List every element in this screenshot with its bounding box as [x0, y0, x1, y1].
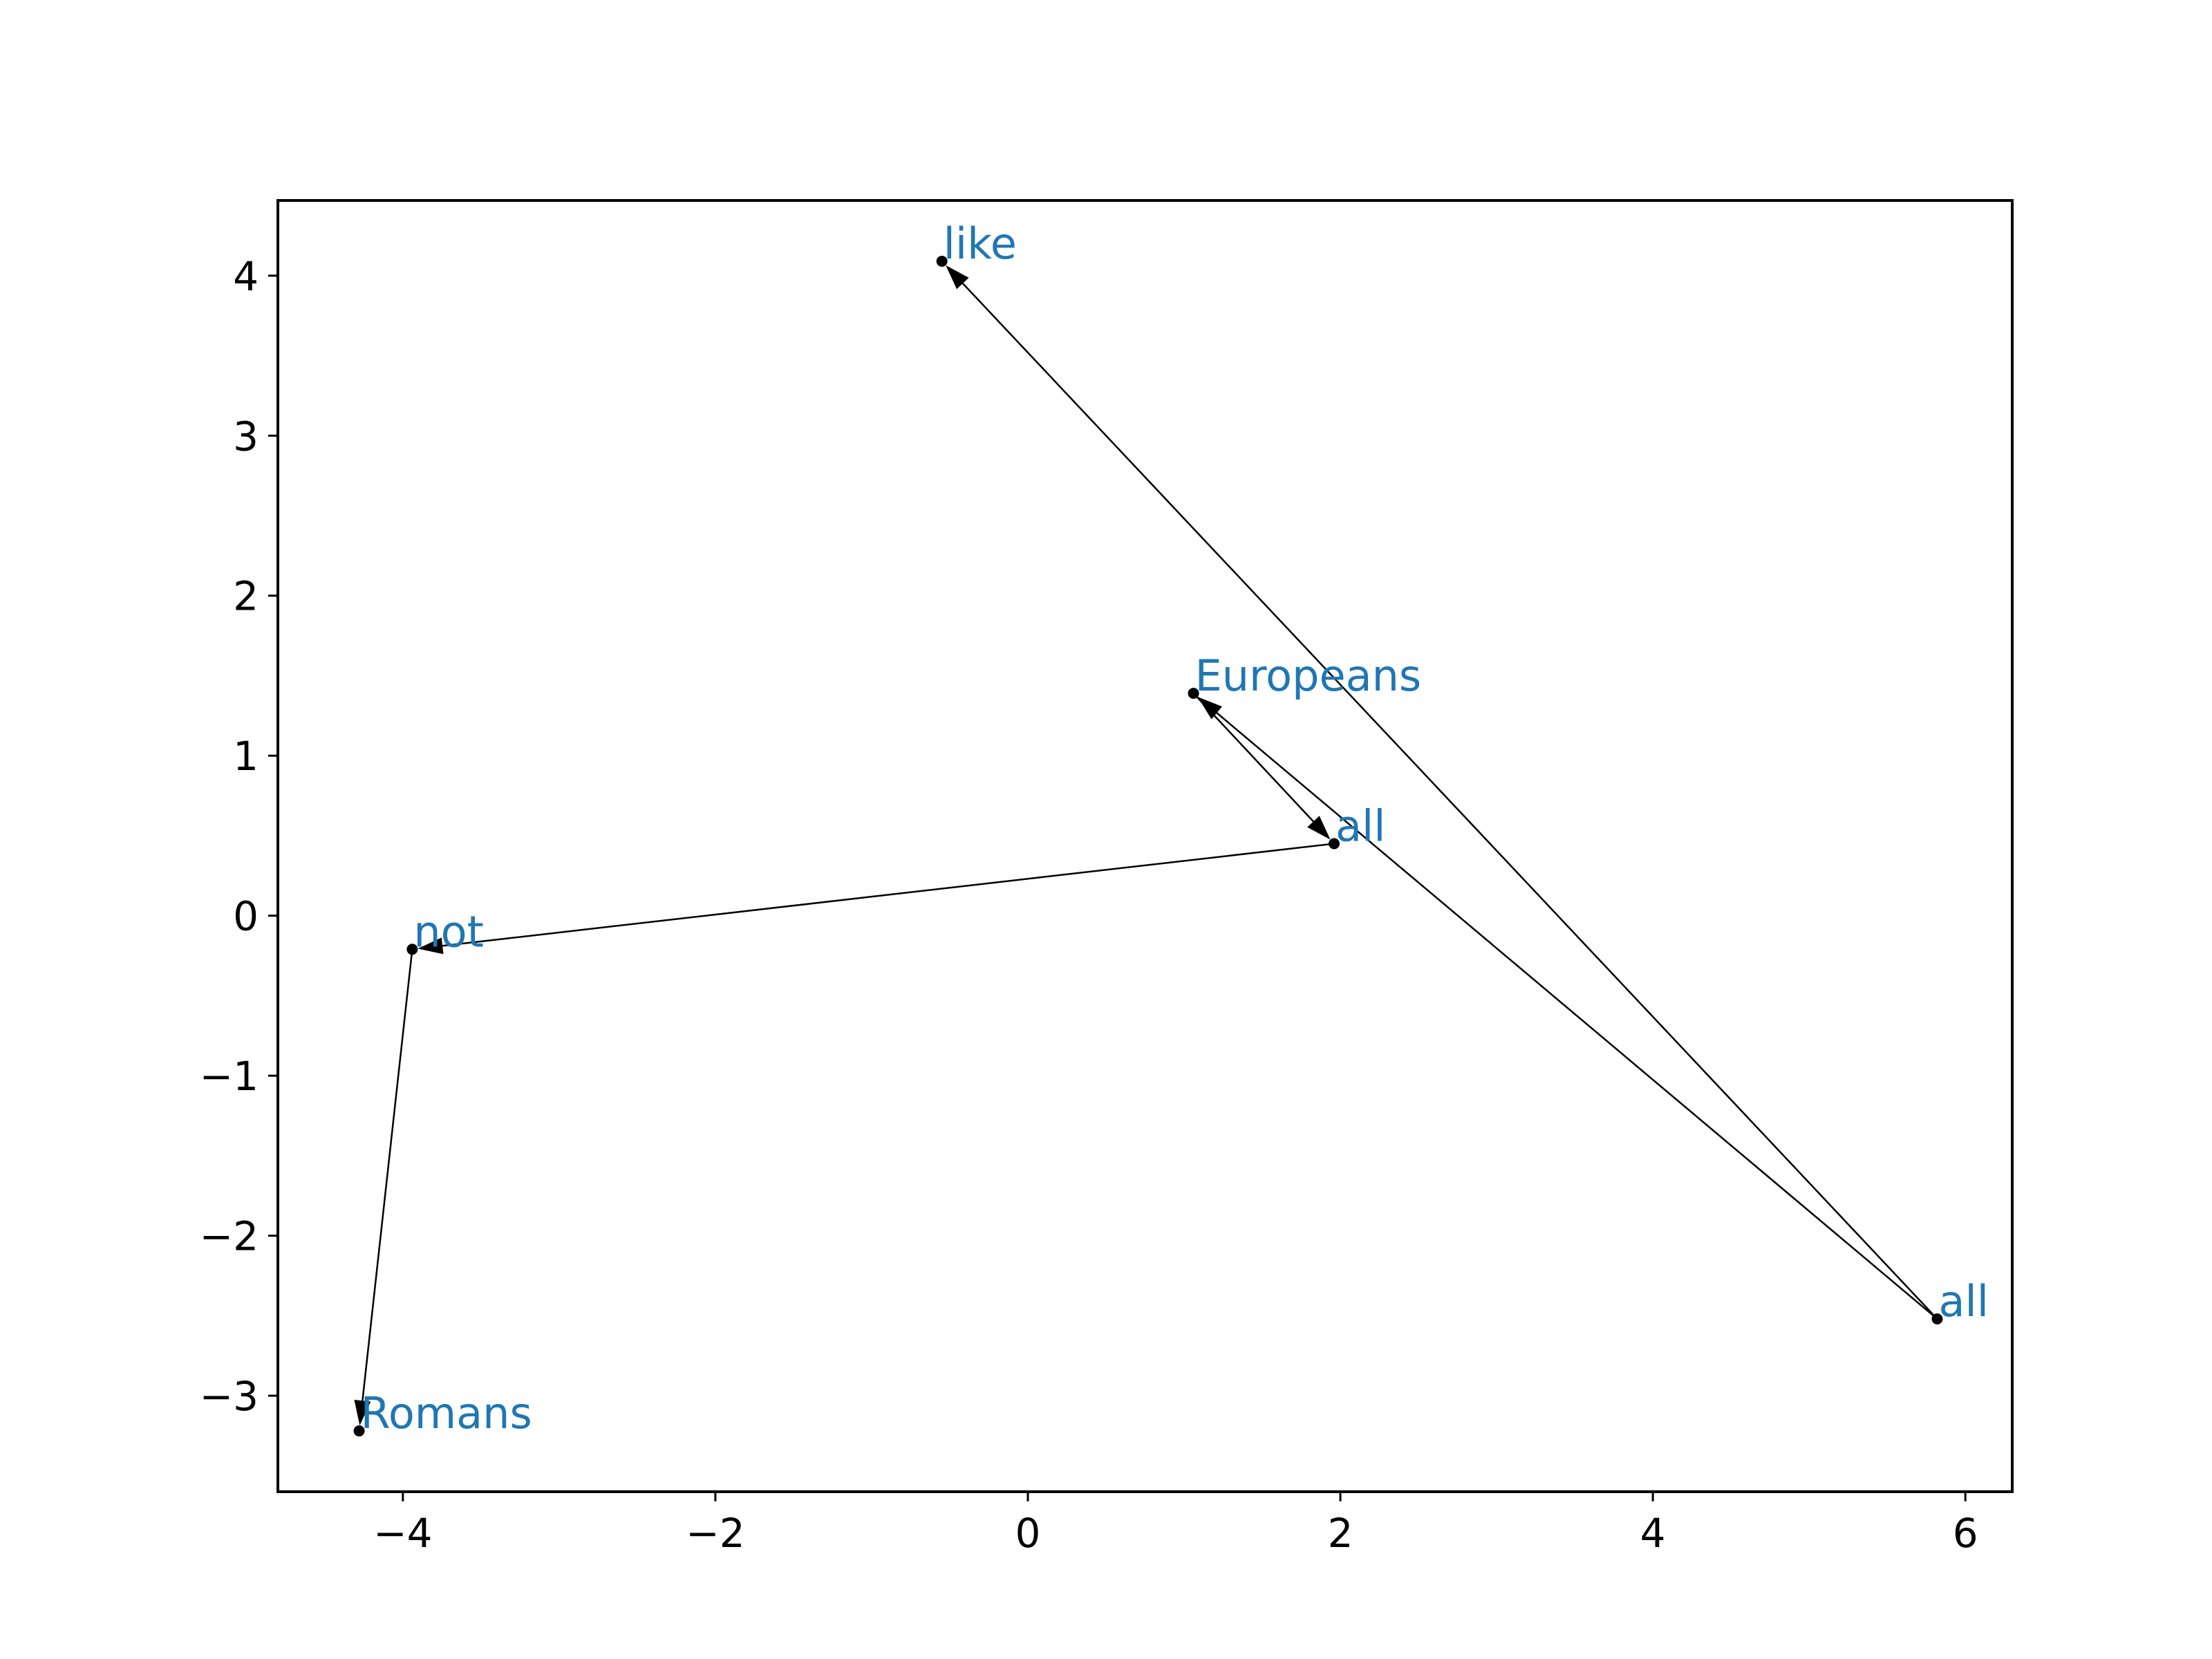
- y-tick-label: −2: [200, 1213, 259, 1260]
- arrow-line: [442, 843, 1335, 947]
- y-tick-label: 0: [233, 893, 259, 940]
- labels-layer: all Europeans like all not Romans: [361, 218, 1989, 1438]
- y-tick-label: 3: [233, 413, 259, 460]
- arrow-line: [1192, 693, 1314, 823]
- data-point: [936, 255, 948, 267]
- y-tick-label: −3: [200, 1373, 259, 1420]
- point-label: all: [1335, 801, 1385, 852]
- data-point: [406, 944, 418, 955]
- arrow-line: [962, 283, 1938, 1320]
- data-point: [1931, 1313, 1943, 1325]
- x-tick-label: 4: [1640, 1510, 1666, 1557]
- point-label: like: [944, 218, 1017, 269]
- y-tick-label: 2: [233, 573, 259, 620]
- arrow-head: [354, 1399, 371, 1426]
- arrow-head: [1197, 697, 1222, 720]
- data-point: [1188, 687, 1199, 699]
- y-tick-label: 1: [233, 733, 259, 780]
- x-tick-label: 6: [1953, 1510, 1978, 1557]
- point-label: not: [413, 906, 484, 957]
- point-label: all: [1939, 1276, 1989, 1327]
- arrow-head: [946, 265, 969, 290]
- arrow-head: [1307, 816, 1331, 840]
- data-point: [1329, 838, 1340, 850]
- y-tick-label: −1: [200, 1053, 259, 1100]
- arrow-line: [1216, 712, 1938, 1320]
- x-tick-label: 2: [1328, 1510, 1353, 1557]
- arrow-head: [418, 937, 444, 955]
- points-layer: [353, 255, 1943, 1437]
- y-tick-label: 4: [233, 253, 259, 300]
- plot-frame: [276, 199, 2014, 1493]
- x-tick-label: −4: [373, 1510, 433, 1557]
- point-label: Romans: [361, 1388, 532, 1438]
- arrows-layer: [354, 265, 1938, 1426]
- x-tick-label: 0: [1015, 1510, 1041, 1557]
- x-tick-label: −2: [686, 1510, 745, 1557]
- arrow-line: [362, 949, 413, 1401]
- axis-ticks: −4 −2 0 2 4 6 −3 −2 −1 0 1 2 3 4: [200, 253, 1978, 1557]
- point-label: Europeans: [1195, 650, 1422, 701]
- data-point: [353, 1425, 365, 1437]
